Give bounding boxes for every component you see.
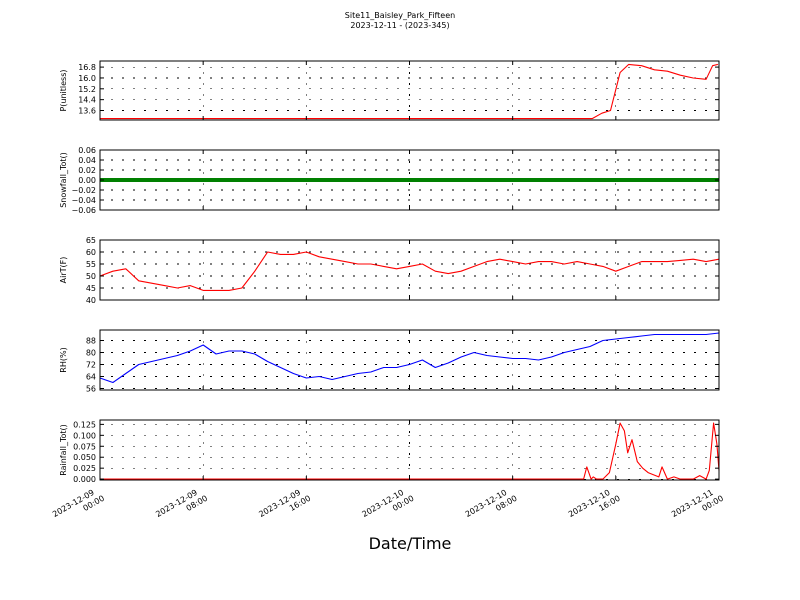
y-tick-label: 14.4 xyxy=(78,96,96,105)
y-tick-label: 0.04 xyxy=(78,156,96,165)
series-line xyxy=(100,422,720,480)
y-axis-label: RH(%) xyxy=(59,347,68,372)
y-axis-label: Rainfall_Tot() xyxy=(59,424,68,476)
y-axis-label: P(unitless) xyxy=(59,69,68,111)
x-tick-label: 2023-12-1008:00 xyxy=(464,485,519,528)
y-tick-label: −0.02 xyxy=(71,186,96,195)
panel-3: 40 45 50 55 60 65 AirT(F) xyxy=(59,236,720,305)
y-tick-label: 16.0 xyxy=(78,74,96,83)
y-tick-label: 15.2 xyxy=(78,85,96,94)
y-tick-label: 64 xyxy=(86,373,96,382)
series-line xyxy=(100,63,719,120)
y-tick-label: 65 xyxy=(86,236,96,245)
y-tick-label: 50 xyxy=(86,272,96,281)
x-tick-label: 2023-12-0916:00 xyxy=(257,485,312,528)
y-tick-label: 56 xyxy=(86,385,96,394)
chart-title: Site11_Baisley_Park_Fifteen 2023-12-11 -… xyxy=(0,11,800,31)
y-tick-label: 45 xyxy=(86,284,96,293)
y-tick-label: 55 xyxy=(86,260,96,269)
x-tick-label: 2023-12-1016:00 xyxy=(567,485,622,528)
y-tick-label: 0.00 xyxy=(78,176,96,185)
series-line xyxy=(99,251,720,291)
plot-frame xyxy=(99,239,720,301)
y-axis-label: Snowfall_Tot() xyxy=(59,152,68,208)
y-tick-label: 0.075 xyxy=(73,442,96,451)
x-axis-label: Date/Time xyxy=(368,534,452,553)
panel-2: −0.06−0.04−0.020.000.020.040.06 Snowfall_… xyxy=(59,146,720,215)
y-tick-label: −0.04 xyxy=(71,196,96,205)
y-tick-label: 0.050 xyxy=(73,453,96,462)
y-tick-label: 13.6 xyxy=(78,107,96,116)
y-tick-label: 0.000 xyxy=(73,475,96,484)
chart-title-line-1: Site11_Baisley_Park_Fifteen xyxy=(344,11,456,20)
x-tick-label: 2023-12-1100:00 xyxy=(670,485,725,528)
x-tick-label: 2023-12-1000:00 xyxy=(361,485,416,528)
panel-5: 0.000 0.025 0.050 0.075 0.100 0.125 Rainfall_T… xyxy=(59,419,720,484)
y-tick-label: 0.100 xyxy=(73,431,96,440)
panel-1: 13.6 14.4 15.2 16.0 16.8 P(unitless) xyxy=(59,60,720,121)
y-tick-label: 40 xyxy=(86,296,96,305)
y-tick-label: 72 xyxy=(86,361,96,370)
y-tick-label: 88 xyxy=(86,337,96,346)
y-tick-label: 16.8 xyxy=(78,63,96,72)
chart-title-line-2: 2023-12-11 - (2023-345) xyxy=(350,21,450,30)
y-axis-label: AirT(F) xyxy=(59,257,68,284)
plot-frame xyxy=(99,419,720,481)
y-tick-label: 80 xyxy=(86,349,96,358)
panel-4: 56 64 72 80 88 RH(%) xyxy=(59,329,720,394)
y-tick-label: −0.06 xyxy=(71,206,96,215)
x-tick-label: 2023-12-0900:00 xyxy=(51,485,106,528)
plot-frame xyxy=(99,60,720,121)
y-tick-label: 0.02 xyxy=(78,166,96,175)
plot-frame xyxy=(99,329,720,391)
y-tick-label: 60 xyxy=(86,248,96,257)
x-tick-label: 2023-12-0908:00 xyxy=(154,485,209,528)
series-line xyxy=(99,332,720,384)
y-tick-label: 0.125 xyxy=(73,420,96,429)
y-tick-label: 0.025 xyxy=(73,464,96,473)
y-tick-label: 0.06 xyxy=(78,146,96,155)
